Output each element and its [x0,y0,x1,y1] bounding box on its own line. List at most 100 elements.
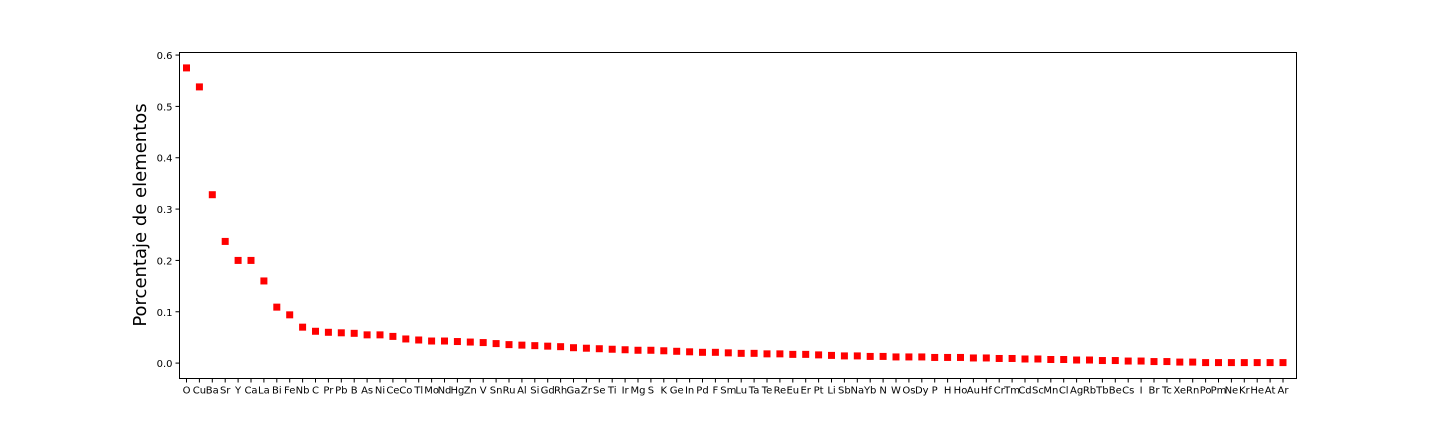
data-point [763,350,771,358]
y-tick-label: 0.4 [157,154,173,165]
x-tick-label: Mg [631,386,646,397]
x-tick-label: Br [1149,386,1161,397]
data-point [1060,356,1068,364]
data-point [286,311,294,319]
x-tick-label: Cl [1059,386,1069,397]
data-point [492,340,500,348]
x-tick-label: Mo [424,386,439,397]
data-point [234,256,242,264]
data-point [853,352,861,360]
x-tick-label: Ca [244,386,257,397]
x-tick-label: Cd [1018,386,1031,397]
x-tick-label: Rb [1083,386,1096,397]
x-tick-label: Os [902,386,915,397]
data-point [815,351,823,359]
x-tick-label: O [183,386,191,397]
x-tick-label: Gd [541,386,555,397]
x-tick-label: Zn [464,386,477,397]
data-point [389,332,397,340]
x-tick-label: Ba [206,386,219,397]
data-point [183,64,190,72]
x-tick-label: Mn [1043,386,1058,397]
x-tick-label: Be [1109,386,1122,397]
x-tick-label: C [312,386,319,397]
x-tick-label: Tc [1161,386,1172,397]
x-tick-label: Re [774,386,787,397]
x-tick-label: F [713,386,719,397]
data-point [660,347,668,355]
x-tick-label: As [361,386,373,397]
data-point [337,329,345,337]
x-tick-label: Ge [670,386,684,397]
data-point [1150,358,1158,366]
x-tick-label: Pt [814,386,824,397]
x-tick-label: N [879,386,886,397]
x-tick-label: Ne [1225,386,1239,397]
x-tick-label: H [944,386,952,397]
data-point [944,353,952,361]
x-tick-label: Xe [1174,386,1187,397]
x-tick-label: Ga [567,386,581,397]
data-point [466,338,474,346]
x-tick-label: La [258,386,270,397]
x-tick-label: Co [399,386,412,397]
data-point [1021,355,1029,363]
y-tick-label: 0.2 [157,256,173,267]
data-point [1176,358,1184,366]
data-point [260,277,268,285]
data-point [931,353,939,361]
x-tick-label: Dy [915,386,929,397]
data-point [428,337,436,345]
x-tick-label: Sc [1032,386,1044,397]
data-point [673,347,681,355]
y-tick-label: 0.1 [157,308,173,319]
x-tick-label: At [1265,386,1276,397]
x-tick-label: Hf [981,386,993,397]
data-point [634,346,642,354]
x-tick-label: W [891,386,901,397]
x-tick-label: Nb [296,386,310,397]
x-tick-label: P [932,386,938,397]
data-point [608,345,616,353]
data-point [415,336,423,344]
plot-area [179,52,1297,379]
data-point [802,350,810,358]
data-point [699,348,706,356]
data-point [1253,359,1261,367]
x-tick-label: Ni [375,386,385,397]
x-tick-label: Ce [386,386,399,397]
data-point [479,339,487,347]
x-tick-label: Tl [413,386,423,397]
y-tick-label: 0.0 [157,359,173,370]
x-tick-label: Yb [863,386,876,397]
x-tick-label: Sn [490,386,503,397]
data-point [686,348,694,356]
data-point [1124,357,1132,365]
data-point [505,341,513,349]
x-tick-label: B [351,386,358,397]
x-tick-label: Cs [1122,386,1134,397]
data-point [737,349,745,357]
data-point [312,327,319,335]
x-tick-label: Li [827,386,835,397]
x-tick-label: Pb [335,386,347,397]
x-tick-label: Ta [748,386,760,397]
data-point [879,352,887,360]
x-tick-label: Ir [622,386,630,397]
data-point [402,335,410,343]
data-point [969,354,977,362]
data-point [750,349,758,357]
x-tick-label: Po [1200,386,1212,397]
data-point [221,237,229,245]
data-point [892,353,900,361]
x-tick-label: Te [761,386,773,397]
x-tick-label: Sb [838,386,851,397]
data-point [557,343,565,351]
x-tick-label: Kr [1239,386,1251,397]
x-tick-label: He [1250,386,1264,397]
x-tick-label: Pd [696,386,708,397]
data-point [1098,357,1106,365]
data-point [544,342,552,350]
